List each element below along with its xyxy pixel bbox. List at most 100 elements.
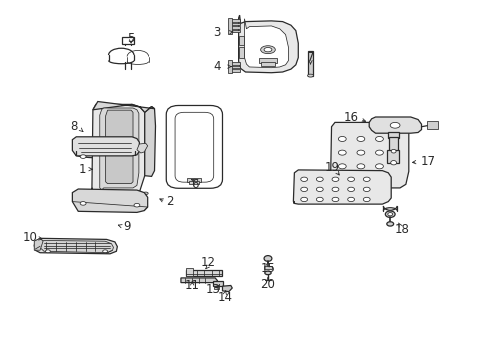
- Text: 3: 3: [213, 26, 221, 39]
- Ellipse shape: [375, 150, 383, 155]
- Polygon shape: [144, 107, 155, 176]
- Bar: [212, 281, 223, 286]
- Ellipse shape: [347, 187, 354, 192]
- Ellipse shape: [356, 150, 364, 155]
- Ellipse shape: [260, 46, 275, 54]
- Ellipse shape: [386, 222, 393, 226]
- Ellipse shape: [331, 197, 338, 202]
- Ellipse shape: [338, 164, 346, 169]
- Bar: [228, 23, 239, 25]
- Text: 1: 1: [78, 163, 86, 176]
- Text: 7: 7: [306, 51, 314, 64]
- Polygon shape: [222, 285, 232, 292]
- Ellipse shape: [102, 250, 107, 253]
- Ellipse shape: [316, 177, 323, 181]
- Ellipse shape: [356, 136, 364, 141]
- Bar: [261, 62, 274, 66]
- Text: 20: 20: [260, 278, 275, 291]
- Bar: [189, 181, 199, 184]
- Ellipse shape: [385, 211, 394, 217]
- Bar: [238, 47, 243, 58]
- Polygon shape: [181, 278, 217, 283]
- Text: 8: 8: [70, 120, 78, 133]
- Ellipse shape: [390, 149, 395, 153]
- Text: 10: 10: [23, 231, 38, 244]
- Ellipse shape: [363, 187, 369, 192]
- Ellipse shape: [264, 271, 270, 275]
- Text: 16: 16: [343, 111, 358, 124]
- Ellipse shape: [80, 155, 86, 158]
- Bar: [227, 18, 231, 34]
- Ellipse shape: [387, 212, 392, 216]
- Polygon shape: [293, 170, 390, 204]
- Text: 15: 15: [260, 262, 275, 275]
- Ellipse shape: [80, 202, 86, 205]
- FancyBboxPatch shape: [166, 105, 222, 188]
- Text: 5: 5: [127, 32, 135, 45]
- Ellipse shape: [375, 136, 383, 141]
- Polygon shape: [93, 102, 154, 112]
- Bar: [259, 58, 276, 63]
- Polygon shape: [238, 15, 298, 73]
- Bar: [388, 137, 397, 151]
- Bar: [122, 37, 134, 44]
- Bar: [228, 19, 239, 22]
- Bar: [238, 36, 243, 45]
- Ellipse shape: [300, 187, 307, 192]
- Ellipse shape: [45, 250, 50, 253]
- Text: 13: 13: [205, 283, 220, 296]
- Text: 11: 11: [184, 279, 199, 292]
- Text: 4: 4: [213, 60, 221, 73]
- Ellipse shape: [390, 161, 396, 165]
- Text: 17: 17: [420, 155, 435, 168]
- Bar: [228, 66, 239, 68]
- Polygon shape: [100, 108, 139, 190]
- Ellipse shape: [389, 122, 399, 128]
- Bar: [228, 69, 239, 72]
- Ellipse shape: [363, 197, 369, 202]
- Bar: [228, 30, 239, 32]
- Ellipse shape: [264, 256, 271, 261]
- Ellipse shape: [143, 192, 148, 194]
- Ellipse shape: [300, 177, 307, 181]
- Polygon shape: [244, 19, 288, 68]
- Bar: [185, 268, 193, 276]
- Polygon shape: [105, 110, 133, 147]
- FancyBboxPatch shape: [175, 112, 213, 182]
- Ellipse shape: [347, 197, 354, 202]
- Ellipse shape: [316, 197, 323, 202]
- Bar: [387, 132, 398, 138]
- Text: 18: 18: [394, 223, 408, 236]
- Ellipse shape: [356, 164, 364, 169]
- Ellipse shape: [356, 177, 364, 183]
- Ellipse shape: [338, 136, 346, 141]
- Bar: [386, 150, 398, 163]
- Ellipse shape: [347, 177, 354, 181]
- Polygon shape: [72, 189, 147, 212]
- Ellipse shape: [338, 177, 346, 183]
- Text: 9: 9: [123, 220, 131, 233]
- Ellipse shape: [331, 177, 338, 181]
- Ellipse shape: [316, 187, 323, 192]
- Ellipse shape: [375, 177, 383, 183]
- Text: 19: 19: [325, 161, 339, 174]
- Text: 6: 6: [190, 178, 198, 191]
- Polygon shape: [105, 149, 133, 184]
- Polygon shape: [72, 137, 139, 156]
- Bar: [227, 60, 231, 73]
- Bar: [185, 270, 222, 276]
- Polygon shape: [330, 122, 408, 188]
- Bar: [228, 26, 239, 29]
- Polygon shape: [368, 117, 421, 133]
- Polygon shape: [34, 238, 117, 254]
- Polygon shape: [137, 143, 147, 153]
- Bar: [228, 62, 239, 65]
- Ellipse shape: [134, 203, 140, 207]
- Bar: [427, 121, 437, 129]
- Bar: [264, 266, 271, 269]
- Ellipse shape: [300, 197, 307, 202]
- Text: 12: 12: [200, 256, 215, 269]
- Bar: [307, 51, 313, 76]
- Text: 2: 2: [166, 195, 174, 208]
- Ellipse shape: [331, 187, 338, 192]
